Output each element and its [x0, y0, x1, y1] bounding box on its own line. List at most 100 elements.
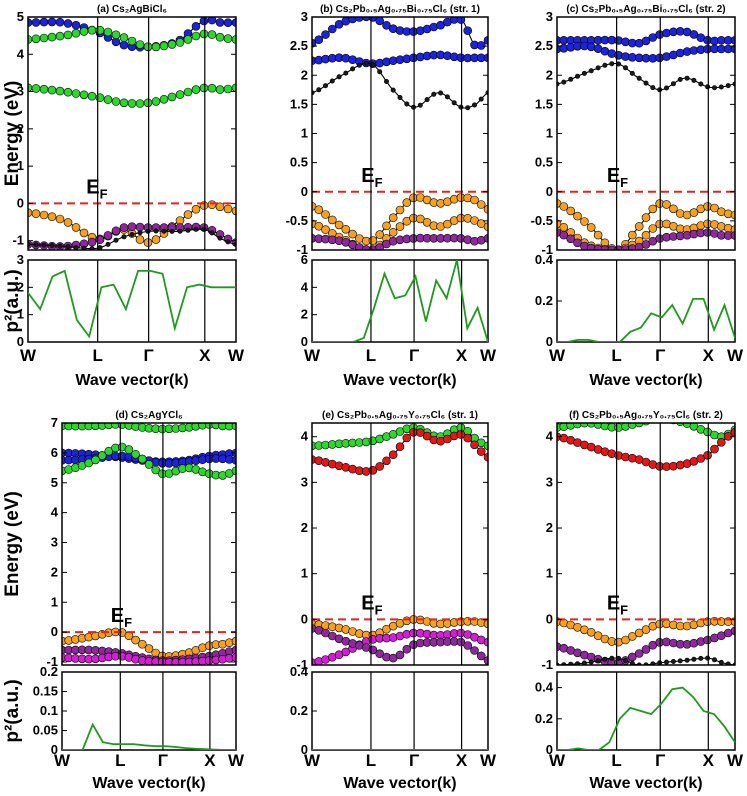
band-point — [231, 466, 236, 476]
energy-frame — [311, 422, 489, 666]
energy-tick-label: 0 — [301, 611, 308, 626]
band-point — [390, 87, 396, 93]
band-point — [677, 77, 683, 83]
band-point — [609, 61, 615, 67]
energy-tick-label: 1 — [301, 566, 308, 581]
band-point — [336, 74, 342, 80]
energy-tick-label: 3 — [546, 474, 553, 489]
band-point — [465, 105, 471, 111]
band-point — [478, 96, 484, 102]
p2-group — [557, 298, 735, 342]
k-point-label: Γ — [144, 346, 154, 365]
band-point — [595, 65, 601, 71]
band-point — [151, 465, 160, 475]
k-point-label: X — [199, 346, 211, 365]
fermi-label: EF — [111, 605, 132, 630]
panel-title: (a) Cs₂AgBiCl₆ — [97, 4, 167, 15]
fermi-label: EF — [361, 165, 382, 190]
band-point — [382, 20, 391, 30]
energy-tick-label: 3 — [51, 535, 58, 550]
energy-tick-label: 3 — [301, 9, 308, 24]
band-point — [71, 20, 81, 30]
energy-tick-label: 0.5 — [535, 155, 553, 170]
band-point — [621, 635, 630, 645]
band-point — [627, 632, 637, 641]
fermi-label-sub: F — [375, 602, 383, 617]
x-axis-label: Wave vector(k) — [343, 372, 456, 389]
band-point — [356, 62, 362, 68]
panel-title: (b) Cs₂Pb₀.₅Ag₀.₇₅Bi₀.₇₅Cl₆ (str. 1) — [320, 4, 480, 15]
band-point — [375, 462, 385, 471]
band-point — [79, 228, 89, 238]
band-point — [684, 657, 690, 663]
band-point — [209, 230, 215, 236]
band-point — [89, 246, 95, 250]
energy-tick-label: 4 — [51, 505, 59, 520]
x-axis-label: Wave vector(k) — [589, 372, 702, 389]
band-point — [483, 452, 488, 462]
band-point — [456, 430, 466, 439]
energy-tick-label: -1 — [296, 242, 308, 257]
k-point-label: W — [304, 751, 321, 770]
band-point — [167, 92, 177, 102]
energy-tick-label: 2.5 — [535, 38, 553, 53]
band-point — [395, 205, 405, 215]
band-point — [55, 214, 65, 224]
p2-frame — [311, 259, 489, 343]
energy-frame — [27, 16, 237, 251]
band-point — [483, 234, 488, 243]
band-point — [145, 228, 151, 234]
band-point — [397, 95, 403, 101]
band-point — [568, 76, 574, 82]
band-point — [634, 649, 644, 658]
band-point — [135, 40, 145, 49]
band-point — [382, 456, 391, 466]
band-point — [341, 225, 351, 234]
band-point — [314, 205, 324, 214]
band-point — [586, 223, 596, 232]
energy-tick-label: 0.5 — [290, 155, 308, 170]
energy-frame — [61, 422, 237, 666]
band-point — [231, 35, 236, 44]
fermi-label: EF — [607, 592, 628, 617]
band-point — [63, 19, 73, 28]
band-point — [395, 222, 405, 231]
band-point — [223, 204, 233, 214]
band-point — [470, 195, 479, 205]
band-point — [207, 83, 217, 93]
k-point-label: Γ — [158, 751, 168, 770]
band-point — [566, 234, 576, 244]
p2-tick-label: 0.4 — [535, 680, 554, 695]
p2-group — [28, 269, 236, 339]
band-point — [350, 66, 356, 72]
band-point — [343, 70, 349, 76]
band-point — [161, 228, 167, 234]
p2-tick-label: 0.05 — [33, 723, 58, 738]
band-point — [71, 28, 81, 38]
band-point — [91, 455, 100, 465]
energy-tick-label: 2 — [301, 67, 308, 82]
energy-tick-label: 0 — [17, 195, 24, 210]
band-point — [348, 229, 357, 239]
panel-b: (b) Cs₂Pb₀.₅Ag₀.₇₅Bi₀.₇₅Cl₆ (str. 1) EF 3 2… — [286, 4, 497, 389]
band-point — [463, 26, 473, 36]
band-point — [641, 645, 651, 654]
p2-tick-label: 2 — [17, 279, 24, 294]
fermi-label: EF — [86, 176, 107, 201]
p2-frame — [556, 671, 736, 751]
band-point — [71, 89, 81, 98]
fermi-label-sub: F — [620, 175, 628, 190]
p2-tick-label: 0 — [301, 742, 308, 757]
band-point — [119, 33, 129, 42]
band-point — [73, 245, 79, 250]
band-point — [231, 645, 236, 655]
band-point — [175, 90, 185, 99]
energy-tick-label: 0 — [51, 624, 58, 639]
band-point — [375, 17, 384, 26]
band-point — [55, 31, 65, 41]
band-point — [231, 653, 236, 662]
band-point — [471, 102, 477, 108]
panel-title: (c) Cs₂Pb₀.₅Ag₀.₇₅Bi₀.₇₅Cl₆ (str. 2) — [566, 4, 725, 15]
band-group — [312, 423, 488, 665]
band-point — [207, 17, 217, 25]
